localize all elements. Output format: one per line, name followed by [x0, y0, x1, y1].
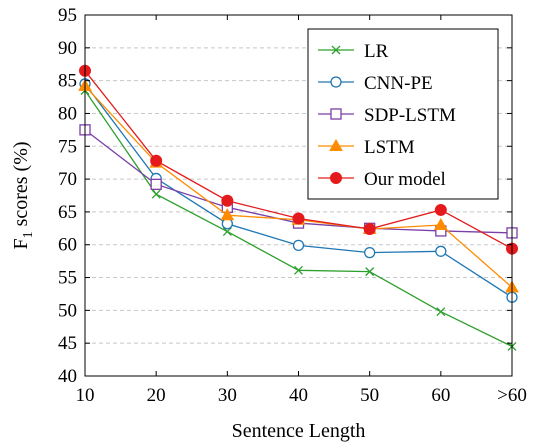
y-tick-label: 55 [58, 268, 77, 289]
y-tick-label: 80 [58, 103, 77, 124]
y-tick-label: 70 [58, 169, 77, 190]
y-axis-label-main: F [10, 238, 32, 249]
legend-label-cnn-pe: CNN-PE [364, 73, 433, 94]
x-tick-label: 10 [76, 385, 95, 406]
data-point-our-model [292, 212, 305, 225]
legend-label-lstm: LSTM [364, 137, 415, 158]
x-tick-label: 20 [147, 385, 166, 406]
data-point-cnn-pe [292, 239, 305, 252]
data-point-sdp-lstm [150, 178, 162, 190]
y-tick-label: 85 [58, 71, 77, 92]
x-tick-label: 50 [360, 385, 379, 406]
x-tick-label: 30 [218, 385, 237, 406]
data-point-cnn-pe [364, 246, 376, 259]
legend-marker-sdp-lstm [330, 108, 342, 120]
data-point-lr [294, 265, 303, 275]
y-tick-label: 65 [58, 202, 77, 223]
data-point-our-model [363, 222, 376, 235]
legend-marker-lstm [329, 138, 343, 151]
legend-item-cnn-pe: CNN-PE [318, 73, 433, 94]
y-axis-label-rest: scores (%) [10, 141, 32, 231]
data-point-lr [436, 307, 446, 317]
data-point-lr [222, 227, 232, 237]
y-tick-label: 40 [58, 366, 77, 387]
data-point-our-model [434, 203, 447, 216]
series-lr [80, 86, 517, 351]
data-point-lr [151, 189, 161, 199]
y-tick-label: 90 [58, 38, 77, 59]
x-tick-label: 60 [431, 385, 450, 406]
y-tick-label: 60 [58, 235, 77, 256]
y-tick-label: 75 [58, 136, 77, 157]
x-axis-label: Sentence Length [232, 420, 366, 442]
y-axis-label: F1 scores (%) [10, 141, 36, 249]
legend-marker-lr [331, 45, 341, 55]
x-tick-label: 40 [289, 385, 308, 406]
data-point-our-model [150, 154, 163, 167]
data-point-cnn-pe [435, 245, 447, 257]
y-axis-label-subscript: 1 [21, 231, 36, 238]
data-point-lstm [433, 218, 448, 231]
x-tick-label: >60 [497, 385, 527, 406]
data-point-cnn-pe [221, 218, 233, 230]
legend-label-sdp-lstm: SDP-LSTM [364, 105, 456, 126]
legend-item-lr: LR [318, 41, 389, 62]
legend-label-lr: LR [364, 41, 389, 62]
legend-item-sdp-lstm: SDP-LSTM [318, 105, 456, 126]
legend-marker-cnn-pe [330, 76, 342, 88]
x-axis-ticks: 10 20 30 40 50 60 >60 [76, 15, 527, 406]
legend-item-lstm: LSTM [318, 137, 415, 158]
y-axis-ticks: 40 45 50 55 60 65 70 75 80 85 90 95 [58, 5, 512, 387]
y-tick-label: 95 [58, 5, 77, 26]
legend-label-our-model: Our model [364, 169, 446, 190]
legend-marker-our-model [330, 172, 342, 184]
data-point-our-model [221, 194, 234, 207]
legend-item-our-model: Our model [318, 169, 446, 190]
y-tick-label: 50 [58, 300, 77, 321]
data-point-lstm [220, 208, 235, 221]
legend: LR CNN-PE SDP-LSTM LSTM Our model [307, 28, 499, 200]
y-tick-label: 45 [58, 333, 77, 354]
data-point-lr [365, 267, 375, 277]
